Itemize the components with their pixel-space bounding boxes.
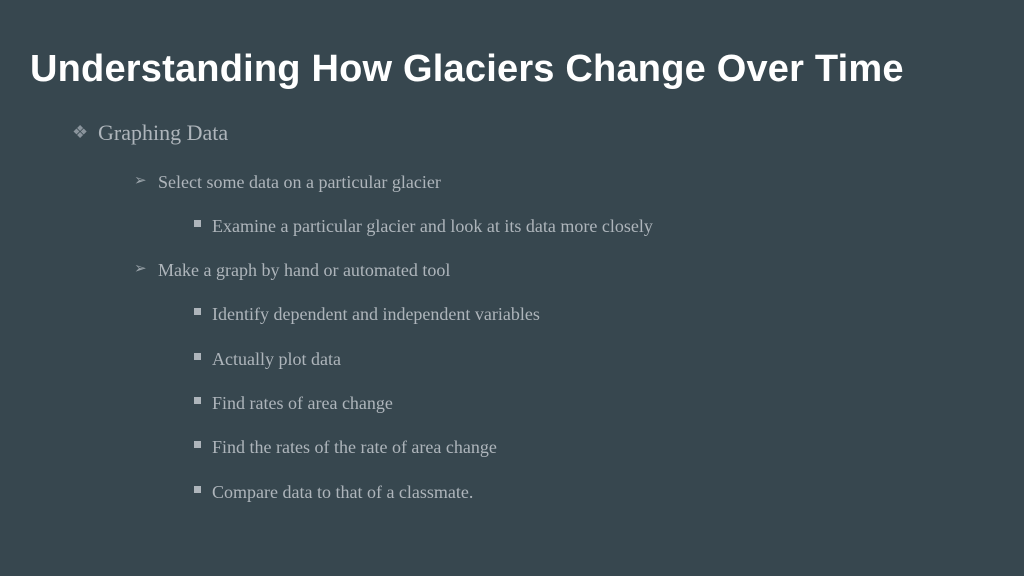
- bullet-level3: Find the rates of the rate of area chang…: [30, 435, 994, 459]
- bullet-level2: ➢ Select some data on a particular glaci…: [30, 170, 994, 194]
- bullet-text: Graphing Data: [98, 120, 228, 145]
- bullet-level3: Examine a particular glacier and look at…: [30, 214, 994, 238]
- bullet-level1: ❖ Graphing Data: [30, 119, 994, 148]
- square-icon: [194, 220, 201, 227]
- slide: Understanding How Glaciers Change Over T…: [0, 0, 1024, 576]
- bullet-level3: Compare data to that of a classmate.: [30, 480, 994, 504]
- square-icon: [194, 486, 201, 493]
- bullet-text: Make a graph by hand or automated tool: [158, 260, 450, 280]
- bullet-level3: Identify dependent and independent varia…: [30, 302, 994, 326]
- bullet-text: Examine a particular glacier and look at…: [212, 216, 653, 236]
- arrow-icon: ➢: [134, 171, 147, 191]
- bullet-text: Find rates of area change: [212, 393, 393, 413]
- slide-title: Understanding How Glaciers Change Over T…: [30, 48, 994, 91]
- diamond-icon: ❖: [72, 121, 88, 144]
- square-icon: [194, 353, 201, 360]
- bullet-level3: Actually plot data: [30, 347, 994, 371]
- bullet-text: Find the rates of the rate of area chang…: [212, 437, 497, 457]
- bullet-text: Actually plot data: [212, 349, 341, 369]
- bullet-text: Identify dependent and independent varia…: [212, 304, 540, 324]
- square-icon: [194, 397, 201, 404]
- bullet-level3: Find rates of area change: [30, 391, 994, 415]
- bullet-text: Compare data to that of a classmate.: [212, 482, 473, 502]
- bullet-text: Select some data on a particular glacier: [158, 172, 441, 192]
- square-icon: [194, 441, 201, 448]
- bullet-level2: ➢ Make a graph by hand or automated tool: [30, 258, 994, 282]
- arrow-icon: ➢: [134, 259, 147, 279]
- square-icon: [194, 308, 201, 315]
